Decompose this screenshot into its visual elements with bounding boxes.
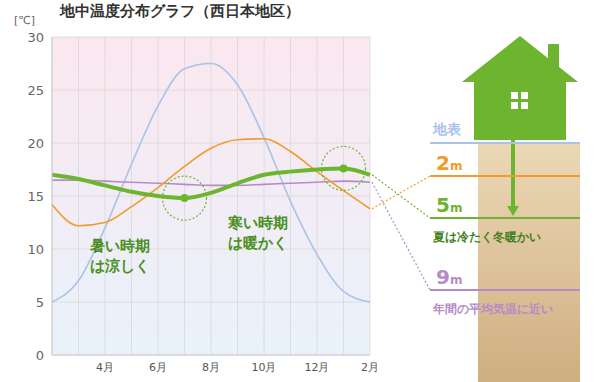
svg-text:9m: 9m	[436, 265, 462, 289]
svg-text:2m: 2m	[436, 151, 462, 175]
svg-text:6月: 6月	[149, 361, 167, 374]
svg-text:30: 30	[27, 30, 44, 45]
svg-text:20: 20	[27, 136, 44, 151]
html-text:は涼しく: は涼しく	[90, 257, 150, 275]
html-text:暑い時期: 暑い時期	[90, 237, 150, 255]
html-text:地中温度分布グラフ（西日本地区）: 地中温度分布グラフ（西日本地区）	[60, 2, 300, 20]
svg-text:10: 10	[27, 242, 44, 257]
svg-text:5m: 5m	[436, 193, 462, 217]
svg-text:10月: 10月	[252, 361, 277, 374]
svg-text:15: 15	[27, 189, 44, 204]
html-text:は暖かく: は暖かく	[228, 234, 288, 252]
svg-text:0: 0	[36, 348, 44, 363]
svg-text:12月: 12月	[305, 361, 330, 374]
svg-text:年間の平均気温に近い: 年間の平均気温に近い	[432, 302, 553, 316]
svg-text:25: 25	[27, 83, 44, 98]
html-text:寒い時期: 寒い時期	[228, 214, 288, 232]
svg-text:8月: 8月	[202, 361, 220, 374]
svg-text:5: 5	[36, 295, 44, 310]
svg-text:4月: 4月	[96, 361, 114, 374]
svg-text:地表: 地表	[432, 121, 462, 137]
svg-text:夏は冷たく冬暖かい: 夏は冷たく冬暖かい	[432, 230, 541, 244]
svg-text:2月: 2月	[361, 361, 379, 374]
